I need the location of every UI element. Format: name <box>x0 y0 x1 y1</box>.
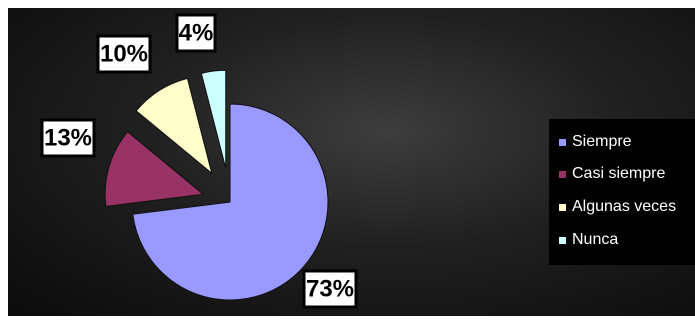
legend-item-algunas-veces: Algunas veces <box>559 196 676 218</box>
legend: Siempre Casi siempre Algunas veces Nunca <box>549 119 695 265</box>
data-label-nunca: 4% <box>175 13 217 53</box>
legend-label-siempre: Siempre <box>572 133 632 150</box>
data-label-text-algunas-veces: 10% <box>100 41 148 68</box>
pie-slice-nunca <box>200 69 227 169</box>
data-label-box-casi-siempre <box>40 118 96 158</box>
data-label-text-casi-siempre: 13% <box>44 125 92 152</box>
legend-swatch-nunca <box>559 236 566 244</box>
legend-label-algunas-veces: Algunas veces <box>572 198 677 215</box>
legend-swatch-casi-siempre <box>559 170 566 178</box>
legend-item-siempre: Siempre <box>559 131 632 153</box>
pie-slice-siempre <box>132 103 329 301</box>
legend-swatch-siempre <box>559 138 566 146</box>
legend-swatch-algunas-veces <box>559 203 566 211</box>
data-label-algunas-veces: 10% <box>96 34 152 74</box>
data-label-casi-siempre: 13% <box>40 118 96 158</box>
legend-label-casi-siempre: Casi siempre <box>572 165 666 182</box>
legend-label-nunca: Nunca <box>572 231 619 248</box>
data-label-text-nunca: 4% <box>179 20 214 47</box>
pie-chart: 73% 13% 10% 4% <box>40 13 358 309</box>
data-label-box-algunas-veces <box>96 34 152 74</box>
data-label-siempre: 73% <box>302 269 358 309</box>
legend-item-nunca: Nunca <box>559 229 618 251</box>
data-label-box-nunca <box>175 13 217 53</box>
data-label-text-siempre: 73% <box>306 276 354 303</box>
pie-slice-casi-siempre <box>104 131 205 208</box>
chart-area: 73% 13% 10% 4% Siempre Casi siempre Algunas… <box>8 8 695 316</box>
data-label-box-siempre <box>302 269 358 309</box>
legend-item-casi-siempre: Casi siempre <box>559 163 665 185</box>
pie-slice-algunas-veces <box>135 77 213 175</box>
